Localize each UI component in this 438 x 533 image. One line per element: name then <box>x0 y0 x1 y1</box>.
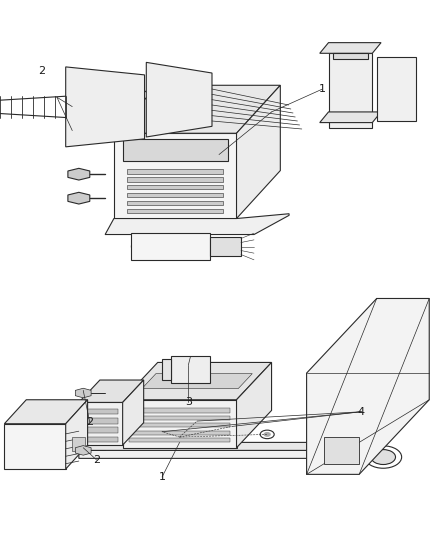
Polygon shape <box>66 400 88 469</box>
Text: 1: 1 <box>159 472 166 482</box>
Polygon shape <box>4 400 88 424</box>
Polygon shape <box>114 133 237 219</box>
Text: 2: 2 <box>38 66 45 76</box>
Polygon shape <box>4 424 66 469</box>
Polygon shape <box>320 43 381 53</box>
Polygon shape <box>162 359 171 381</box>
Text: 4: 4 <box>358 407 365 417</box>
Polygon shape <box>307 298 429 474</box>
Polygon shape <box>129 423 230 427</box>
Polygon shape <box>210 237 241 256</box>
Polygon shape <box>127 193 223 197</box>
Circle shape <box>229 424 235 429</box>
Polygon shape <box>83 409 118 415</box>
Polygon shape <box>75 388 91 398</box>
Polygon shape <box>79 400 372 450</box>
Polygon shape <box>79 402 123 445</box>
Polygon shape <box>83 437 118 442</box>
Polygon shape <box>79 380 144 402</box>
Polygon shape <box>129 438 230 442</box>
Circle shape <box>159 430 165 434</box>
Text: 2: 2 <box>86 417 93 427</box>
Polygon shape <box>127 201 223 205</box>
Polygon shape <box>237 85 280 219</box>
Circle shape <box>225 422 239 431</box>
Text: 1: 1 <box>318 84 325 94</box>
Polygon shape <box>377 58 416 122</box>
Polygon shape <box>66 67 145 147</box>
Text: 3: 3 <box>185 398 192 407</box>
Polygon shape <box>79 408 372 458</box>
Polygon shape <box>131 233 210 260</box>
Circle shape <box>393 103 400 108</box>
Polygon shape <box>68 168 90 180</box>
Polygon shape <box>142 374 252 389</box>
Circle shape <box>176 96 187 103</box>
Polygon shape <box>127 169 223 174</box>
Circle shape <box>371 450 396 464</box>
Polygon shape <box>127 209 223 213</box>
Polygon shape <box>237 362 272 448</box>
Polygon shape <box>72 437 85 451</box>
Polygon shape <box>123 362 272 400</box>
Polygon shape <box>68 192 90 204</box>
Polygon shape <box>123 139 228 160</box>
Polygon shape <box>83 427 118 433</box>
Text: 2: 2 <box>93 455 100 465</box>
Polygon shape <box>105 214 289 235</box>
Polygon shape <box>320 112 381 123</box>
Circle shape <box>365 446 402 468</box>
Circle shape <box>190 417 204 425</box>
Circle shape <box>194 419 200 423</box>
Polygon shape <box>127 177 223 182</box>
Circle shape <box>260 430 274 439</box>
Polygon shape <box>123 400 237 448</box>
Circle shape <box>155 427 169 436</box>
Polygon shape <box>127 185 223 189</box>
Circle shape <box>393 63 400 68</box>
Polygon shape <box>114 85 280 133</box>
Polygon shape <box>129 408 230 413</box>
Circle shape <box>393 82 400 86</box>
Polygon shape <box>129 416 230 420</box>
Polygon shape <box>324 437 359 464</box>
Polygon shape <box>171 356 210 383</box>
Polygon shape <box>83 418 118 424</box>
Polygon shape <box>333 53 368 59</box>
Circle shape <box>112 103 125 111</box>
Polygon shape <box>129 431 230 435</box>
Polygon shape <box>146 62 212 137</box>
Circle shape <box>264 433 270 436</box>
Polygon shape <box>75 446 91 455</box>
Circle shape <box>140 243 151 249</box>
Polygon shape <box>328 53 372 128</box>
Polygon shape <box>123 380 144 445</box>
